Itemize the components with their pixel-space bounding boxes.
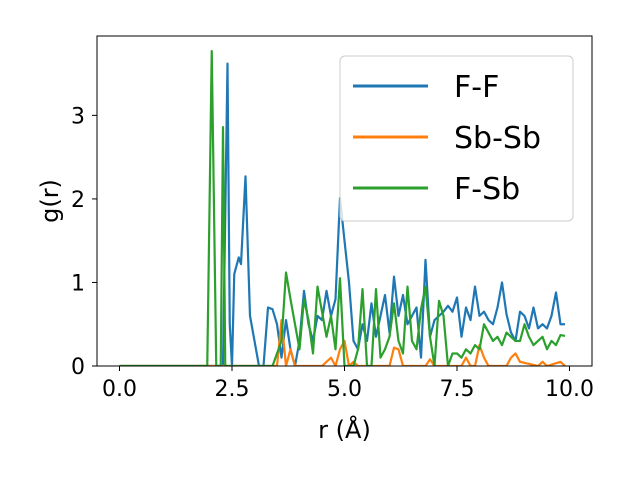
x-tick-label: 5.0 — [327, 377, 362, 402]
y-tick-label: 2 — [71, 188, 85, 213]
series-line-f-sb — [119, 49, 566, 366]
y-tick-label: 1 — [71, 271, 85, 296]
legend-label: F-Sb — [454, 172, 520, 207]
series-line-sb-sb — [119, 318, 566, 366]
series-line-f-f — [119, 62, 565, 366]
x-tick-label: 7.5 — [440, 377, 475, 402]
x-tick-label: 10.0 — [545, 377, 594, 402]
y-axis-label: g(r) — [36, 179, 64, 223]
legend-label: F-F — [454, 70, 499, 105]
x-axis-label: r (Å) — [318, 415, 371, 444]
x-tick-label: 0.0 — [102, 377, 137, 402]
x-axis: 0.0 2.5 5.0 7.5 10.0 — [102, 366, 594, 402]
y-tick-label: 0 — [71, 355, 85, 380]
y-tick-label: 3 — [71, 104, 85, 129]
y-axis: 0 1 2 3 — [71, 104, 97, 380]
legend-box — [339, 55, 574, 222]
legend: F-F Sb-Sb F-Sb — [339, 55, 574, 222]
x-tick-label: 2.5 — [215, 377, 250, 402]
legend-label: Sb-Sb — [454, 121, 541, 156]
plot-area — [119, 49, 566, 366]
